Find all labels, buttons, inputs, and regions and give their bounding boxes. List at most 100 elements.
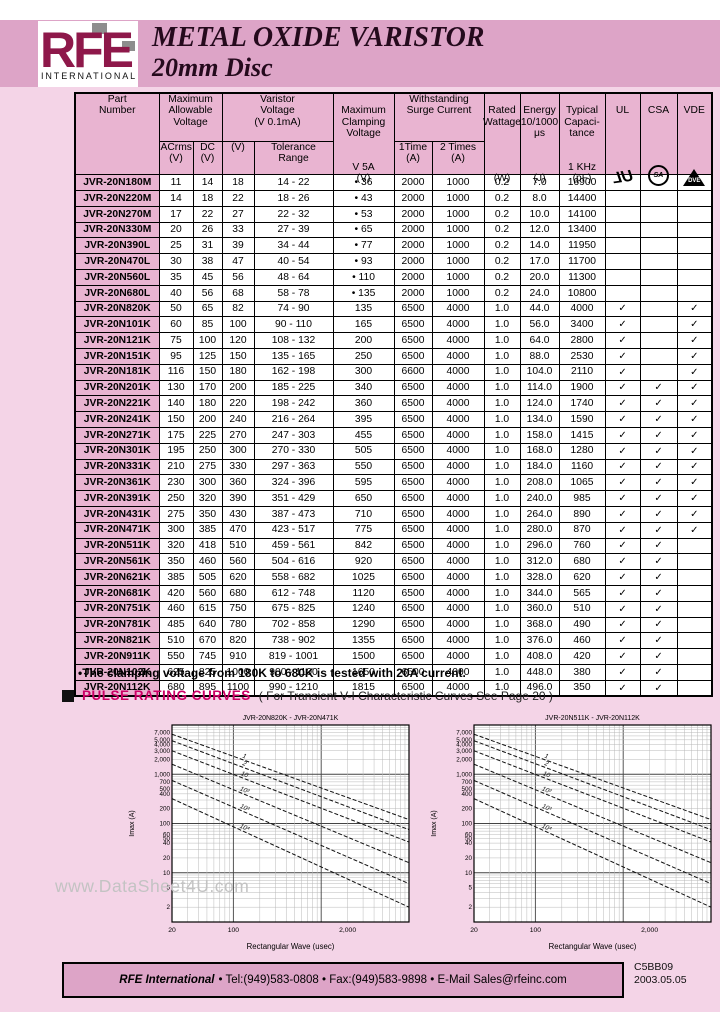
table-row: JVR-20N201K 130 170 200 185 - 225 340 6500 4000…	[74, 379, 713, 397]
value-cell: 4000	[431, 363, 485, 381]
pulse-curve	[474, 750, 711, 843]
value-cell: 14100	[558, 205, 606, 223]
cert-check-cell: ✓	[639, 537, 678, 555]
y-tick-label: 5,000	[154, 737, 170, 744]
cert-check-cell: ✓	[676, 474, 713, 492]
value-cell: 18	[221, 174, 255, 191]
value-cell: 7.0	[519, 174, 560, 191]
value-cell: 6500	[393, 300, 433, 318]
curve-label: 10²	[239, 785, 251, 795]
x-tick-label: 100	[228, 927, 240, 934]
cert-check-cell	[604, 205, 641, 223]
value-cell: 1120	[332, 584, 395, 602]
cert-check-cell: ✓	[604, 316, 641, 334]
curve-label: 10⁴	[541, 823, 553, 834]
value-cell: 470	[221, 521, 255, 539]
value-cell: 247 - 303	[253, 426, 334, 444]
value-cell: 210	[158, 458, 194, 476]
value-cell: 6500	[393, 521, 433, 539]
cert-check-cell	[676, 553, 713, 571]
value-cell: 320	[158, 537, 194, 555]
footer-contact: • Tel:(949)583-0808 • Fax:(949)583-9898 …	[218, 974, 567, 986]
cert-check-cell	[639, 253, 678, 270]
cert-check-cell: ✓	[639, 648, 678, 665]
pulse-chart-right: 1 2 10 10² 10³ 10⁴ 7,000 5,000 4,000 3,000 2,000 1,…	[428, 712, 718, 957]
value-cell: 4000	[431, 411, 485, 428]
y-axis-label: Imax (A)	[431, 810, 438, 836]
y-tick-label: 700	[159, 779, 170, 786]
value-cell: 1000	[431, 189, 485, 207]
value-cell: 198 - 242	[253, 395, 334, 413]
value-cell: 620	[558, 569, 606, 586]
header-part-number: Part Number	[74, 92, 160, 176]
value-cell: 1.0	[483, 347, 521, 365]
value-cell: 95	[158, 347, 194, 365]
y-tick-label: 7,000	[154, 730, 170, 737]
value-cell: 0.2	[483, 221, 521, 239]
cert-check-cell	[676, 648, 713, 665]
value-cell: 510	[221, 537, 255, 555]
cert-check-cell: ✓	[604, 663, 641, 681]
value-cell: 360	[221, 474, 255, 492]
value-cell: 6500	[393, 553, 433, 571]
value-cell: 100	[192, 332, 223, 349]
cert-check-cell	[604, 268, 641, 286]
value-cell: 360	[332, 395, 395, 413]
chart-title: JVR-20N511K - JVR-20N112K	[545, 715, 640, 722]
cert-check-cell	[676, 600, 713, 618]
value-cell: 75	[158, 332, 194, 349]
value-cell: 387 - 473	[253, 505, 334, 523]
cert-check-cell: ✓	[604, 648, 641, 665]
value-cell: 184.0	[519, 458, 560, 476]
cert-check-cell: ✓	[639, 600, 678, 618]
value-cell: 1.0	[483, 300, 521, 318]
value-cell: 842	[332, 537, 395, 555]
curve-label: 10	[240, 770, 250, 779]
value-cell: 4000	[431, 521, 485, 539]
table-row: JVR-20N911K 550 745 910 819 - 1001 1500 6500 40…	[74, 648, 713, 665]
value-cell: 216 - 264	[253, 411, 334, 428]
cert-check-cell: ✓	[604, 411, 641, 428]
value-cell: 2000	[393, 253, 433, 270]
y-tick-label: 1,000	[456, 771, 472, 778]
value-cell: 1.0	[483, 458, 521, 476]
value-cell: 1280	[558, 442, 606, 460]
cert-check-cell: ✓	[639, 679, 678, 697]
doc-code-block: C5BB09 2003.05.05	[634, 961, 687, 987]
header-vde: VDE DVE	[676, 92, 713, 186]
value-cell: 31	[192, 237, 223, 255]
part-number-cell: JVR-20N781K	[74, 616, 160, 634]
value-cell: 2000	[393, 268, 433, 286]
value-cell: 350	[192, 505, 223, 523]
table-row: JVR-20N431K 275 350 430 387 - 473 710 6500 4000…	[74, 505, 713, 523]
value-cell: 0.2	[483, 189, 521, 207]
value-cell: 11950	[558, 237, 606, 255]
cert-check-cell: ✓	[604, 490, 641, 507]
value-cell: 2000	[393, 205, 433, 223]
chart-title: JVR-20N820K - JVR-20N471K	[243, 715, 339, 722]
value-cell: 27	[221, 205, 255, 223]
y-tick-label: 400	[461, 791, 472, 798]
logo-letters: RFE	[42, 23, 133, 73]
part-number-cell: JVR-20N471K	[74, 521, 160, 539]
cert-check-cell: ✓	[604, 600, 641, 618]
part-number-cell: JVR-20N361K	[74, 474, 160, 492]
part-number-cell: JVR-20N331K	[74, 458, 160, 476]
value-cell: 6500	[393, 616, 433, 634]
pulse-curve	[172, 798, 409, 908]
value-cell: 60	[158, 316, 194, 334]
cert-check-cell	[676, 237, 713, 255]
cert-check-cell	[676, 632, 713, 650]
value-cell: 4000	[431, 300, 485, 318]
value-cell: 2530	[558, 347, 606, 365]
value-cell: 300	[192, 474, 223, 492]
value-cell: 90 - 110	[253, 316, 334, 334]
value-cell: 40 - 54	[253, 253, 334, 270]
value-cell: 240	[221, 411, 255, 428]
y-tick-label: 2,000	[154, 756, 170, 763]
value-cell: 1590	[558, 411, 606, 428]
header-dc: DC (V)	[192, 141, 223, 176]
section-title: PULSE RATING CURVES	[82, 688, 251, 703]
value-cell: 12.0	[519, 221, 560, 239]
table-row: JVR-20N121K 75 100 120 108 - 132 200 6500 4000 1…	[74, 332, 713, 349]
